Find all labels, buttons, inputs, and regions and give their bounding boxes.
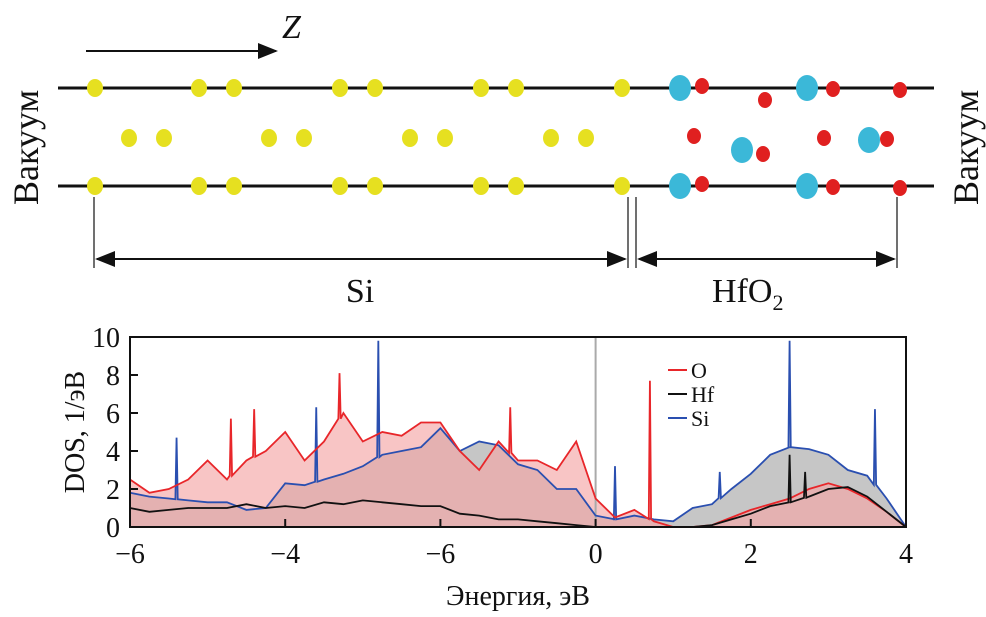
vacuum-right-label: Вакуум	[946, 90, 986, 205]
o-atom	[695, 78, 709, 94]
o-atom	[880, 131, 894, 147]
o-atom	[687, 128, 701, 144]
legend-label-si: Si	[691, 406, 709, 431]
si-atom	[121, 129, 137, 147]
y-tick-label: 10	[92, 323, 120, 354]
x-tick-label: −6	[426, 539, 456, 570]
structure-diagram: Z Вакуум Вакуум Si HfO2	[6, 9, 986, 315]
y-tick-label: 6	[106, 399, 120, 430]
y-axis-label: DOS, 1/эВ	[60, 371, 91, 494]
o-atom	[893, 82, 907, 98]
hf-atom	[796, 75, 818, 101]
o-atom	[826, 81, 840, 97]
si-atom	[156, 129, 172, 147]
hf-atom	[796, 173, 818, 199]
o-atom	[826, 179, 840, 195]
legend-label-hf: Hf	[691, 382, 715, 407]
si-atom	[191, 79, 207, 97]
si-atom	[437, 129, 453, 147]
x-tick-label: 4	[899, 539, 913, 570]
y-tick-label: 8	[106, 361, 120, 392]
si-atom	[332, 177, 348, 195]
plot-area	[129, 337, 907, 528]
z-axis-label: Z	[282, 9, 302, 46]
si-atom	[508, 79, 524, 97]
si-atom	[614, 177, 630, 195]
atoms	[87, 75, 907, 199]
line-hf	[129, 454, 907, 528]
o-atom	[756, 146, 770, 162]
x-tick-label: −6	[115, 539, 145, 570]
si-atom	[226, 79, 242, 97]
si-atom	[543, 129, 559, 147]
si-atom	[87, 79, 103, 97]
o-atom	[893, 180, 907, 196]
hf-atom	[669, 173, 691, 199]
hfo2-region-label: HfO2	[712, 273, 783, 315]
si-atom	[508, 177, 524, 195]
hf-atom	[669, 75, 691, 101]
x-tick-label: 0	[589, 539, 603, 570]
si-atom	[578, 129, 594, 147]
vacuum-left-label: Вакуум	[6, 90, 46, 205]
hf-atom	[858, 127, 880, 153]
hf-atom	[731, 137, 753, 163]
si-atom	[226, 177, 242, 195]
si-atom	[402, 129, 418, 147]
legend-label-o: O	[691, 358, 707, 383]
o-atom	[695, 176, 709, 192]
si-atom	[367, 79, 383, 97]
o-atom	[758, 92, 772, 108]
si-atom	[367, 177, 383, 195]
si-atom	[332, 79, 348, 97]
si-atom	[296, 129, 312, 147]
si-atom	[87, 177, 103, 195]
line-o	[129, 373, 907, 528]
x-tick-label: −4	[270, 539, 300, 570]
x-axis-label: Энергия, эВ	[446, 581, 590, 612]
si-atom	[191, 177, 207, 195]
si-atom	[473, 177, 489, 195]
x-tick-label: 2	[744, 539, 758, 570]
o-atom	[817, 130, 831, 146]
line-si	[129, 340, 907, 528]
si-atom	[261, 129, 277, 147]
y-tick-label: 4	[106, 437, 120, 468]
fill-o	[130, 373, 906, 527]
si-atom	[614, 79, 630, 97]
si-region-label: Si	[346, 273, 374, 310]
y-tick-label: 0	[106, 513, 120, 544]
plot-frame	[129, 336, 907, 528]
y-tick-label: 2	[106, 475, 120, 506]
si-atom	[473, 79, 489, 97]
